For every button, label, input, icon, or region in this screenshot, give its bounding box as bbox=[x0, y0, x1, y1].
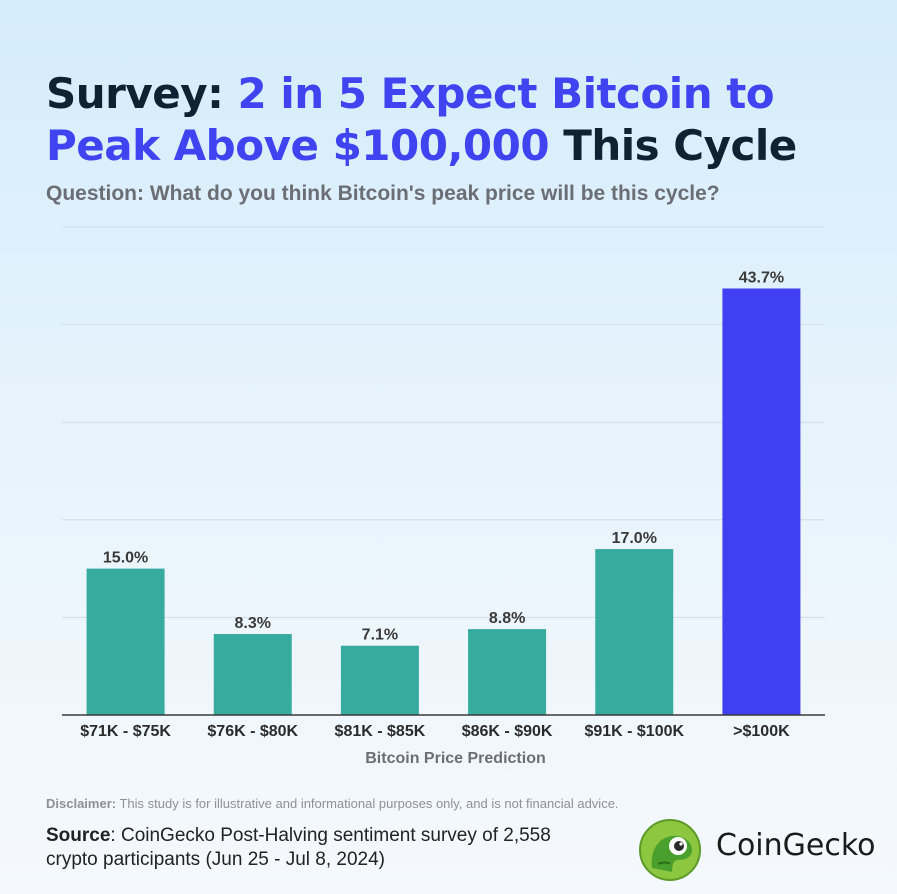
data-label-1: 15.0% bbox=[103, 550, 148, 567]
data-label-6: 43.7% bbox=[739, 269, 784, 286]
data-label-2: 8.3% bbox=[235, 615, 271, 632]
bar-1 bbox=[86, 568, 165, 715]
source-label: Source bbox=[46, 825, 111, 846]
bar-chart: 15.0% $71K - $75K 8.3% $76K - $80K 7.1% $81K … bbox=[62, 226, 825, 767]
source-text: : CoinGecko Post-Halving sentiment surve… bbox=[46, 825, 551, 870]
disclaimer: Disclaimer: This study is for illustrati… bbox=[46, 796, 846, 811]
data-label-3: 7.1% bbox=[362, 627, 398, 644]
x-tick-label-3: $81K - $85K bbox=[335, 723, 426, 740]
title-highlight: 2 in 5 Expect Bitcoin to Peak Above $100… bbox=[46, 69, 775, 170]
source-note: Source: CoinGecko Post-Halving sentiment… bbox=[46, 824, 606, 872]
chart-title: Survey: 2 in 5 Expect Bitcoin to Peak Ab… bbox=[46, 68, 866, 172]
x-axis-label: Bitcoin Price Prediction bbox=[365, 750, 545, 767]
x-tick-label-6: >$100K bbox=[733, 723, 790, 740]
bar-3 bbox=[340, 645, 419, 715]
x-tick-label-1: $71K - $75K bbox=[80, 723, 171, 740]
title-part1: Survey: bbox=[46, 69, 238, 118]
bar-6 bbox=[722, 288, 801, 715]
bar-4 bbox=[468, 629, 547, 715]
chart-subtitle: Question: What do you think Bitcoin's pe… bbox=[46, 182, 720, 205]
disclaimer-text: This study is for illustrative and infor… bbox=[116, 796, 619, 811]
data-label-4: 8.8% bbox=[489, 610, 525, 627]
gecko-logo-icon bbox=[639, 819, 701, 881]
bar-2 bbox=[213, 633, 292, 715]
x-tick-label-2: $76K - $80K bbox=[207, 723, 298, 740]
title-part2: This Cycle bbox=[549, 121, 797, 170]
data-label-5: 17.0% bbox=[612, 530, 657, 547]
disclaimer-label: Disclaimer: bbox=[46, 796, 117, 811]
x-tick-label-4: $86K - $90K bbox=[462, 723, 553, 740]
x-tick-label-5: $91K - $100K bbox=[584, 723, 684, 740]
brand-name: CoinGecko bbox=[716, 828, 876, 863]
bar-5 bbox=[595, 549, 674, 715]
